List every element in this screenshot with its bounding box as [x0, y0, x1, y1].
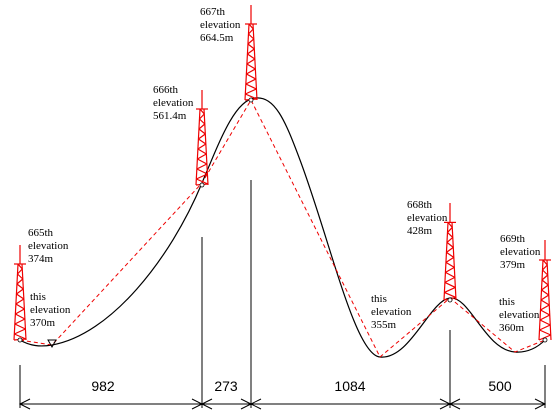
elevation-label: 668th	[407, 199, 433, 211]
attach-point	[199, 182, 205, 188]
tower	[13, 245, 27, 341]
dimension-lines	[18, 180, 547, 410]
elevation-label: elevation	[499, 309, 540, 321]
elevation-label: elevation	[153, 97, 194, 109]
tower-leg	[244, 23, 250, 101]
attach-point	[17, 337, 23, 343]
elevation-label: elevation	[30, 304, 71, 316]
elevation-label: elevation	[200, 19, 241, 31]
tower-leg	[195, 108, 201, 186]
elevation-label: 428m	[407, 225, 433, 237]
elevation-label: 665th	[28, 227, 54, 239]
elevation-label: 374m	[28, 253, 54, 265]
tower-leg	[21, 263, 27, 341]
span-length: 500	[488, 378, 512, 394]
towers	[13, 5, 552, 343]
attach-point	[542, 337, 548, 343]
elevation-label: 669th	[500, 233, 526, 245]
low-point-marker	[47, 339, 57, 349]
tower-lattice	[13, 263, 27, 341]
elevation-label: this	[30, 291, 46, 303]
tower-leg	[546, 259, 552, 341]
attach-point	[248, 97, 254, 103]
tower-lattice	[244, 23, 258, 101]
elevation-label: elevation	[28, 240, 69, 252]
elevation-label: 667th	[200, 6, 226, 18]
elevation-label: 355m	[371, 319, 397, 331]
elevation-label: 379m	[500, 259, 526, 271]
tower-lattice	[443, 222, 457, 301]
tower	[195, 90, 209, 186]
tower-lattice	[538, 259, 551, 341]
tower-leg	[13, 263, 19, 341]
elevation-label: 666th	[153, 84, 179, 96]
tower-leg	[252, 23, 258, 101]
elevation-label: this	[499, 296, 515, 308]
elevation-label: 370m	[30, 317, 56, 329]
tower	[538, 240, 552, 341]
tower	[244, 5, 258, 101]
elevation-label: 664.5m	[200, 32, 234, 44]
elevation-label: 360m	[499, 322, 525, 334]
tower	[443, 203, 457, 301]
chord-line	[19, 98, 546, 358]
attach-point	[447, 297, 453, 303]
elevation-label: elevation	[371, 306, 412, 318]
elevation-label: elevation	[500, 246, 541, 258]
span-length: 1084	[334, 378, 365, 394]
labels: 665thelevation374m666thelevation561.4m66…	[28, 6, 541, 394]
elevation-label: 561.4m	[153, 110, 187, 122]
span-length: 273	[214, 378, 238, 394]
elevation-label: this	[371, 293, 387, 305]
tower-lattice	[195, 108, 209, 186]
span-length: 982	[91, 378, 115, 394]
tower-leg	[203, 108, 209, 186]
tower-leg	[443, 222, 449, 301]
elevation-label: elevation	[407, 212, 448, 224]
conductor-sag	[19, 97, 546, 358]
